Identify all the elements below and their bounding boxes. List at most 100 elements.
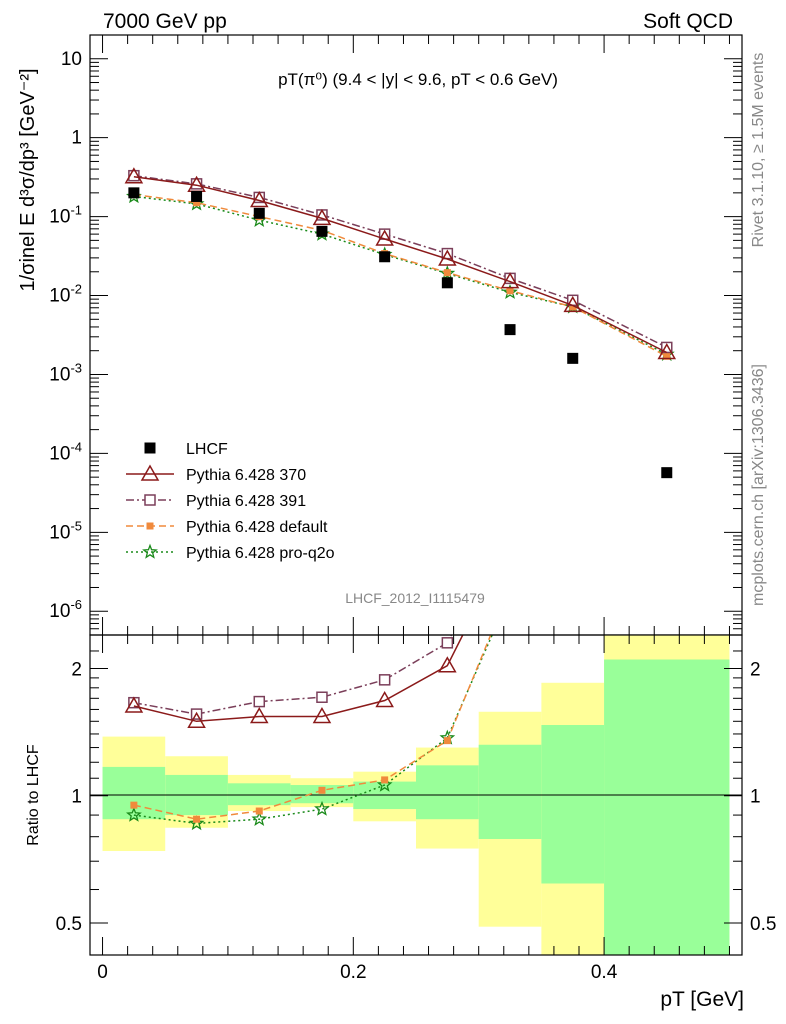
ratio-y-tick-label-left: 0.5 bbox=[56, 914, 82, 935]
ratio-band-inner bbox=[604, 659, 730, 955]
lhcf-data-point bbox=[253, 207, 265, 219]
ratio-band-inner bbox=[541, 724, 605, 884]
pdefault-ratio-point bbox=[443, 737, 451, 745]
mcplots-label: mcplots.cern.ch [arXiv:1306.3436] bbox=[750, 364, 767, 606]
legend-marker bbox=[142, 543, 158, 559]
p391-ratio-point bbox=[378, 674, 391, 686]
p391-ratio-point bbox=[316, 691, 328, 703]
pdefault-point bbox=[193, 199, 201, 207]
lhcf-data-point bbox=[567, 352, 579, 364]
ratio-y-axis-label: Ratio to LHCF bbox=[25, 744, 42, 846]
p370-line bbox=[133, 175, 668, 354]
pdefault-ratio-point bbox=[130, 801, 138, 809]
legend-entry: Pythia 6.428 391 bbox=[186, 493, 306, 510]
ratio-y-tick-label-right: 0.5 bbox=[750, 914, 776, 935]
p370-point bbox=[124, 167, 144, 184]
lhcf-data-point bbox=[128, 187, 140, 199]
pq2o-ratio-point bbox=[251, 810, 268, 826]
y-tick-label: 10-1 bbox=[49, 203, 82, 228]
analysis-watermark: LHCF_2012_I1115479 bbox=[345, 590, 485, 606]
p370-point bbox=[500, 272, 520, 289]
legend-marker bbox=[144, 442, 156, 454]
p370-ratio-line bbox=[133, 635, 464, 723]
ratio-y-tick-label-left: 1 bbox=[71, 787, 82, 808]
ratio-band-inner bbox=[290, 785, 354, 804]
pq2o-line bbox=[133, 195, 668, 355]
pq2o-point bbox=[502, 284, 518, 299]
rivet-label: Rivet 3.1.10, ≥ 1.5M events bbox=[750, 53, 767, 248]
process-label: Soft QCD bbox=[643, 10, 733, 33]
p391-line bbox=[133, 174, 668, 349]
pdefault-ratio-point bbox=[255, 807, 263, 815]
pdefault-point bbox=[506, 287, 514, 295]
y-tick-label: 1 bbox=[71, 128, 82, 149]
lhcf-data-point bbox=[661, 467, 673, 479]
pdefault-point bbox=[569, 303, 577, 311]
legend-entry: Pythia 6.428 370 bbox=[186, 467, 306, 484]
p391-ratio-point bbox=[253, 695, 266, 708]
ratio-y-tick-label-left: 2 bbox=[71, 659, 82, 680]
y-tick-label: 10 bbox=[61, 49, 82, 70]
ratio-frame bbox=[89, 634, 743, 956]
legend-entry: Pythia 6.428 pro-q2o bbox=[186, 545, 335, 562]
pdefault-point bbox=[663, 352, 671, 360]
p370-ratio-point bbox=[312, 706, 332, 724]
legend-marker bbox=[140, 464, 160, 481]
p370-ratio-point bbox=[249, 706, 269, 724]
p370-point bbox=[375, 229, 394, 246]
x-axis-label: pT [GeV] bbox=[660, 988, 744, 1011]
lhcf-data-point bbox=[504, 324, 516, 336]
main-title: pT(π⁰) (9.4 < |y| < 9.6, pT < 0.6 GeV) bbox=[278, 70, 558, 89]
lhcf-data-point bbox=[191, 190, 203, 202]
ratio-panel: 0.5 0.5 1 1 2 2 0 0.2 0.4 Ratio to LHCF pT [GeV] bbox=[25, 634, 776, 1011]
ratio-y-tick-label-right: 2 bbox=[750, 659, 761, 680]
y-tick-label: 10-3 bbox=[49, 360, 82, 385]
pdefault-point bbox=[443, 269, 451, 277]
legend-marker bbox=[146, 522, 154, 530]
p370-point bbox=[438, 249, 457, 266]
main-panel: 10-6 10-5 10-4 10-3 10-2 10-1 1 10 pT(π⁰) (9.4 … bbox=[17, 34, 743, 636]
legend: LHCF Pythia 6.428 370 Pythia 6.428 391 Pyth… bbox=[126, 441, 335, 562]
lhcf-data-point bbox=[441, 277, 453, 289]
p391-ratio-line bbox=[133, 635, 453, 715]
p370-ratio-point bbox=[124, 696, 144, 713]
p370-point bbox=[249, 190, 269, 208]
pq2o-ratio-line bbox=[133, 635, 493, 825]
p370-point bbox=[563, 295, 583, 313]
x-tick-label: 0 bbox=[97, 962, 108, 983]
y-tick-label: 10-5 bbox=[49, 518, 82, 543]
pq2o-ratio-point bbox=[376, 776, 393, 792]
lhcf-data-point bbox=[379, 251, 391, 263]
pdefault-ratio-point bbox=[318, 786, 326, 794]
y-tick-label: 10-4 bbox=[49, 439, 82, 464]
legend-entry: Pythia 6.428 default bbox=[186, 519, 328, 536]
lhcf-data-point bbox=[316, 225, 328, 237]
energy-label: 7000 GeV pp bbox=[103, 10, 227, 33]
pq2o-ratio-point bbox=[188, 815, 205, 831]
p370-ratio-point bbox=[438, 656, 457, 673]
p391-point bbox=[128, 169, 140, 182]
p370-ratio-point bbox=[375, 690, 394, 708]
ratio-band-inner bbox=[102, 766, 166, 820]
ratio-y-tick-label-right: 1 bbox=[750, 787, 761, 808]
pdefault-ratio-point bbox=[193, 815, 201, 823]
x-tick-label: 0.2 bbox=[340, 962, 366, 983]
legend-entry: LHCF bbox=[186, 441, 228, 458]
x-tick-label: 0.4 bbox=[591, 962, 618, 983]
legend-marker bbox=[144, 494, 156, 506]
y-tick-label: 10-2 bbox=[49, 282, 82, 307]
p370-point bbox=[312, 208, 332, 226]
pq2o-ratio-point bbox=[125, 806, 142, 822]
p370-ratio-point bbox=[187, 711, 206, 729]
pq2o-ratio-point bbox=[314, 800, 330, 816]
p370-point bbox=[657, 342, 677, 360]
ratio-band-inner bbox=[416, 765, 479, 820]
ratio-band-inner bbox=[478, 744, 542, 840]
p391-ratio-point bbox=[441, 637, 454, 649]
y-tick-label: 10-6 bbox=[49, 597, 82, 622]
ratio-band-inner bbox=[227, 783, 291, 806]
main-y-axis-label: 1/σinel E d³σ/dp³ [GeV⁻²] bbox=[17, 68, 39, 291]
pdefault-ratio-point bbox=[381, 776, 389, 784]
pdefault-line bbox=[133, 193, 668, 357]
